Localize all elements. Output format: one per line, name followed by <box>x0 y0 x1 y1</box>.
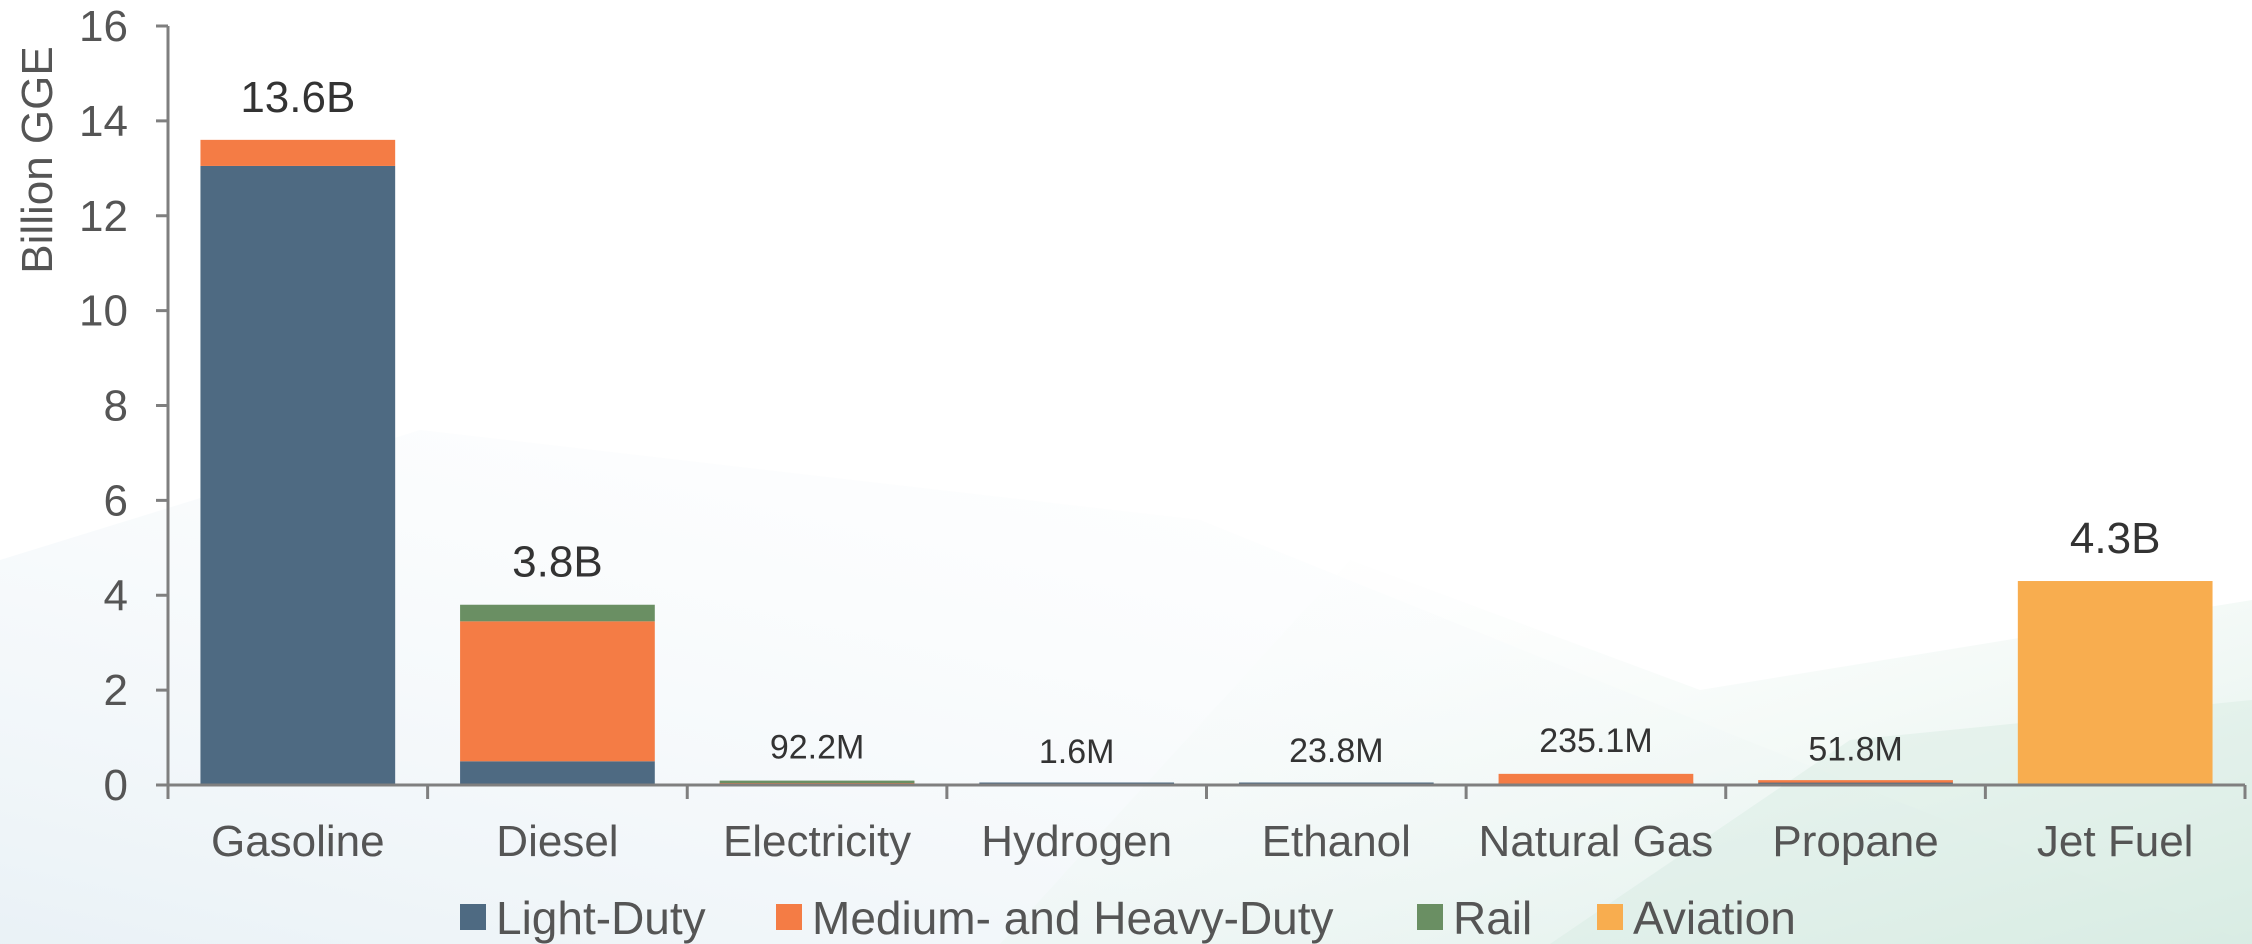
x-tick-label-hydrogen: Hydrogen <box>981 817 1172 866</box>
bar-electricity-rail <box>719 780 915 784</box>
y-tick-label-16: 16 <box>79 2 128 51</box>
data-label-gasoline: 13.6B <box>240 73 355 122</box>
x-tick-label-diesel: Diesel <box>496 817 618 866</box>
data-label-electricity: 92.2M <box>770 729 865 767</box>
x-tick-label-ethanol: Ethanol <box>1262 817 1411 866</box>
x-tick-label-gasoline: Gasoline <box>211 817 385 866</box>
legend-swatch-light-duty <box>460 904 486 930</box>
legend-swatch-medium-and-heavy-duty <box>776 904 802 930</box>
legend-label-medium-and-heavy-duty: Medium- and Heavy-Duty <box>812 892 1334 944</box>
y-tick-label-8: 8 <box>104 382 128 431</box>
y-tick-label-12: 12 <box>79 192 128 241</box>
labels-layer: 13.6B Gasoline 3.8B Diesel 92.2M Electricity 1… <box>211 73 2193 866</box>
x-tick-label-propane: Propane <box>1772 817 1938 866</box>
data-label-hydrogen: 1.6M <box>1039 733 1115 771</box>
bar-gasoline-light-duty <box>200 165 396 786</box>
y-tick-label-6: 6 <box>104 476 128 525</box>
x-tick-label-natural-gas: Natural Gas <box>1479 817 1714 866</box>
data-label-ethanol: 23.8M <box>1289 732 1384 770</box>
legend-swatch-rail <box>1417 904 1443 930</box>
y-axis-title: Billion GGE <box>13 46 62 273</box>
legend-swatch-aviation <box>1597 904 1623 930</box>
bar-diesel-light-duty <box>460 761 655 785</box>
legend-label-rail: Rail <box>1453 892 1532 944</box>
axes-layer: 0 2 4 6 8 10 12 14 16 Billion GGE <box>13 2 2247 810</box>
legend-label-light-duty: Light-Duty <box>496 892 706 944</box>
x-tick-label-jet-fuel: Jet Fuel <box>2037 817 2194 866</box>
data-label-natural-gas: 235.1M <box>1539 722 1652 760</box>
bars-layer <box>200 139 2213 786</box>
bar-diesel-medium-and-heavy-duty <box>460 621 655 762</box>
data-label-propane: 51.8M <box>1808 731 1903 769</box>
y-tick-label-10: 10 <box>79 287 128 336</box>
bar-natural-gas-medium-and-heavy-duty <box>1498 773 1694 785</box>
legend-label-aviation: Aviation <box>1633 892 1796 944</box>
background-decoration <box>0 430 2252 944</box>
data-label-diesel: 3.8B <box>512 538 603 587</box>
x-tick-label-electricity: Electricity <box>723 817 911 866</box>
data-label-jet-fuel: 4.3B <box>2070 514 2161 563</box>
y-tick-label-0: 0 <box>104 761 128 810</box>
bar-diesel-rail <box>460 604 655 622</box>
bar-jet-fuel-aviation <box>2017 581 2213 785</box>
y-tick-label-14: 14 <box>79 97 128 146</box>
bar-gasoline-medium-and-heavy-duty <box>200 139 396 166</box>
y-tick-label-4: 4 <box>104 571 128 620</box>
y-tick-label-2: 2 <box>104 666 128 715</box>
bar-propane-medium-and-heavy-duty <box>1758 780 1953 783</box>
legend: Light-Duty Medium- and Heavy-Duty Rail Avia… <box>460 892 1796 944</box>
